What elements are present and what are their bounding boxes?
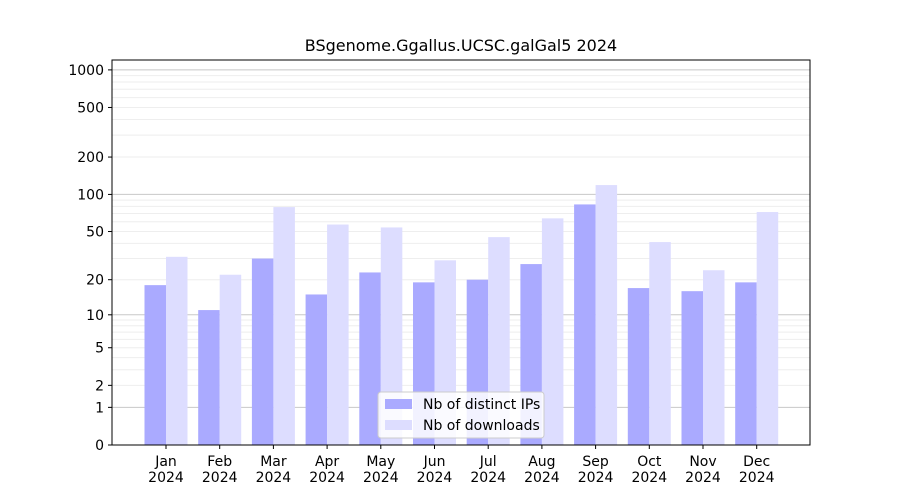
x-tick-label-year: 2024 [417, 470, 453, 486]
legend-box [377, 391, 545, 439]
x-tick-label-month: Sep [582, 454, 609, 470]
bar-downloads [703, 270, 725, 445]
plot-area-frame [111, 59, 811, 446]
x-tick-label-year: 2024 [739, 470, 775, 486]
x-tick-label-year: 2024 [148, 470, 184, 486]
x-tick-label-year: 2024 [309, 470, 345, 486]
y-tick-label: 1000 [68, 63, 104, 79]
bar-downloads [541, 218, 564, 445]
bars [144, 185, 779, 445]
x-tick-label-year: 2024 [470, 470, 506, 486]
x-tick-label-month: May [366, 454, 395, 470]
bar-downloads [219, 274, 242, 445]
x-tick-label-year: 2024 [524, 470, 560, 486]
legend-label: Nb of downloads [423, 418, 540, 434]
x-tick-label-year: 2024 [363, 470, 399, 486]
y-tick-label: 500 [77, 100, 104, 116]
x-tick-label-month: Jun [423, 454, 446, 470]
bar-downloads [166, 256, 188, 445]
x-tick-label-year: 2024 [685, 470, 721, 486]
y-tick-label: 200 [77, 150, 104, 166]
bar-downloads [595, 185, 618, 445]
y-tick-label: 100 [77, 187, 104, 203]
bar-downloads [380, 227, 403, 445]
legend: Nb of distinct IPs Nb of downloads [377, 391, 545, 439]
y-tick-label: 10 [86, 308, 104, 324]
y-tick-label: 50 [86, 225, 104, 241]
x-tick-label-month: Aug [528, 454, 555, 470]
x-tick-label-month: Feb [207, 454, 232, 470]
bar-distinct-ips [305, 294, 328, 445]
legend-swatch [385, 420, 412, 430]
x-tick-label-year: 2024 [578, 470, 614, 486]
bar-distinct-ips [735, 282, 757, 445]
x-tick-label-month: Oct [637, 454, 662, 470]
x-tick-label-year: 2024 [631, 470, 667, 486]
bar-distinct-ips [198, 310, 220, 445]
bar-downloads [756, 212, 779, 445]
x-tick-label-year: 2024 [256, 470, 292, 486]
bar-distinct-ips [144, 285, 166, 445]
bar-downloads [273, 207, 295, 445]
bar-distinct-ips [681, 291, 703, 445]
legend-label: Nb of distinct IPs [423, 397, 540, 413]
bar-downloads [327, 224, 349, 445]
y-tick-label: 1 [95, 400, 104, 416]
bar-distinct-ips [251, 258, 274, 445]
legend-swatch [385, 399, 412, 409]
y-tick-label: 20 [86, 273, 104, 289]
y-tick-label: 2 [95, 378, 104, 394]
y-tick-label: 0 [95, 438, 104, 454]
x-tick-label-month: Apr [315, 454, 339, 470]
x-tick-label-month: Jul [479, 454, 497, 470]
x-tick-label-month: Mar [260, 454, 287, 470]
x-tick-label-month: Jan [154, 454, 177, 470]
x-axis: Jan2024Feb2024Mar2024Apr2024May2024Jun20… [148, 445, 775, 486]
chart-title: BSgenome.Ggallus.UCSC.galGal5 2024 [305, 36, 617, 55]
x-tick-label-year: 2024 [202, 470, 238, 486]
y-axis: 0 1 2 5 10 20 50 100 200 500 1000 [68, 63, 112, 454]
y-tick-label: 5 [95, 341, 104, 357]
x-tick-label-month: Nov [689, 454, 716, 470]
bar-distinct-ips [574, 204, 596, 445]
bar-distinct-ips [627, 288, 650, 445]
x-tick-label-month: Dec [743, 454, 770, 470]
bar-distinct-ips [359, 272, 381, 445]
bar-downloads [649, 242, 671, 445]
